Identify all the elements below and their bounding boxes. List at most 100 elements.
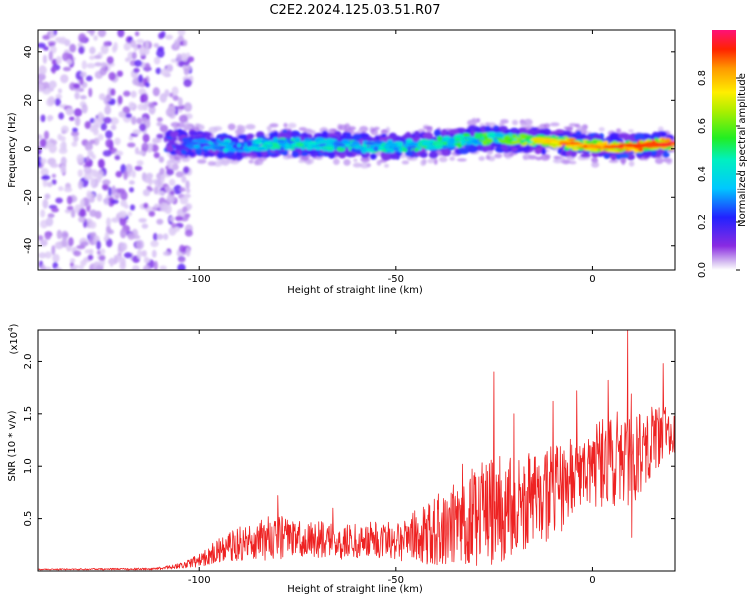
noise-blob [102,150,112,157]
halo-blob [438,156,448,163]
ridge-core [401,147,408,153]
ridge-outer [189,130,198,136]
noise-blob [44,232,51,240]
snr-x-axis: -100 -50 0 [188,330,596,586]
noise-blob [171,222,177,228]
noise-blob [38,42,46,49]
ridge-core [442,141,448,145]
ridge-outer [467,145,479,153]
noise-blob [104,231,110,241]
noise-blob [97,133,104,141]
noise-blob [102,179,111,185]
ridge-outer [389,153,399,160]
noise-blob [173,184,183,195]
noise-blob [96,250,102,255]
noise-blob [183,102,192,112]
ridge-core [225,145,233,150]
noise-blob [87,254,94,261]
noise-blob [78,33,87,43]
noise-blob [153,43,160,48]
ridge-core [351,141,361,145]
halo-blob [331,128,338,132]
noise-blob [91,154,96,160]
noise-blob [84,142,93,151]
noise-blob [182,206,188,213]
noise-blob [166,194,176,204]
noise-blob [41,174,51,181]
snr-y-scale-label: (x104) [7,323,20,354]
noise-blob [153,152,160,159]
noise-blob [55,197,63,204]
noise-blob [87,149,92,156]
noise-blob [179,114,188,123]
noise-blob [71,141,78,147]
noise-blob [40,158,47,164]
noise-blob [68,237,74,247]
halo-blob [353,158,358,162]
ridge-core [436,135,443,142]
ridge-core [218,148,224,152]
noise-blob [78,264,85,270]
ridge-peak [614,145,625,149]
noise-blob [103,97,108,104]
noise-blob [140,250,146,256]
noise-blob [114,150,124,157]
halo-blob [512,119,518,126]
ridge-outer [165,145,174,152]
noise-blob [184,229,193,237]
noise-blob [83,171,93,181]
ridge-core [287,140,295,144]
noise-blob [116,70,123,77]
halo-blob [420,159,426,166]
noise-blob [89,55,95,60]
noise-blob [56,229,62,240]
noise-blob [83,166,92,174]
noise-blob [66,195,73,205]
noise-blob [80,95,87,100]
noise-blob [60,156,67,166]
noise-blob [131,265,140,270]
noise-blob [106,217,111,227]
noise-blob [109,257,114,268]
ridge-core [466,136,475,141]
ridge-outer [528,129,536,134]
noise-blob [177,30,186,37]
halo-blob [333,158,340,165]
halo-blob [426,126,433,133]
noise-blob [42,54,48,64]
noise-blob [78,46,85,55]
noise-blob [169,178,176,187]
noise-blob [39,239,48,247]
halo-blob [616,128,622,134]
noise-blob [38,83,45,92]
noise-blob [73,250,82,257]
ridge-core [443,135,451,140]
halo-blob [494,153,503,159]
ridge-outer [174,144,186,151]
ridge-outer [580,153,591,158]
noise-blob [49,30,54,35]
ridge-core [341,139,350,144]
ridge-outer [321,130,328,138]
noise-blob [97,111,104,119]
noise-blob [171,86,179,96]
noise-blob [64,187,73,193]
noise-blob [172,95,179,101]
noise-blob [153,232,158,241]
ridge-outer [317,132,323,139]
noise-blob [45,216,54,227]
noise-blob [48,80,57,89]
noise-blob [123,252,133,259]
halo-blob [359,162,370,169]
noise-blob [84,121,92,129]
noise-blob [38,252,47,259]
noise-blob [94,54,101,60]
noise-blob [72,264,80,270]
ridge-core [474,134,483,140]
halo-blob [628,129,634,133]
ridge-outer [534,147,542,155]
ridge-peak [625,144,639,148]
noise-blob [132,129,142,135]
halo-blob [591,157,598,162]
